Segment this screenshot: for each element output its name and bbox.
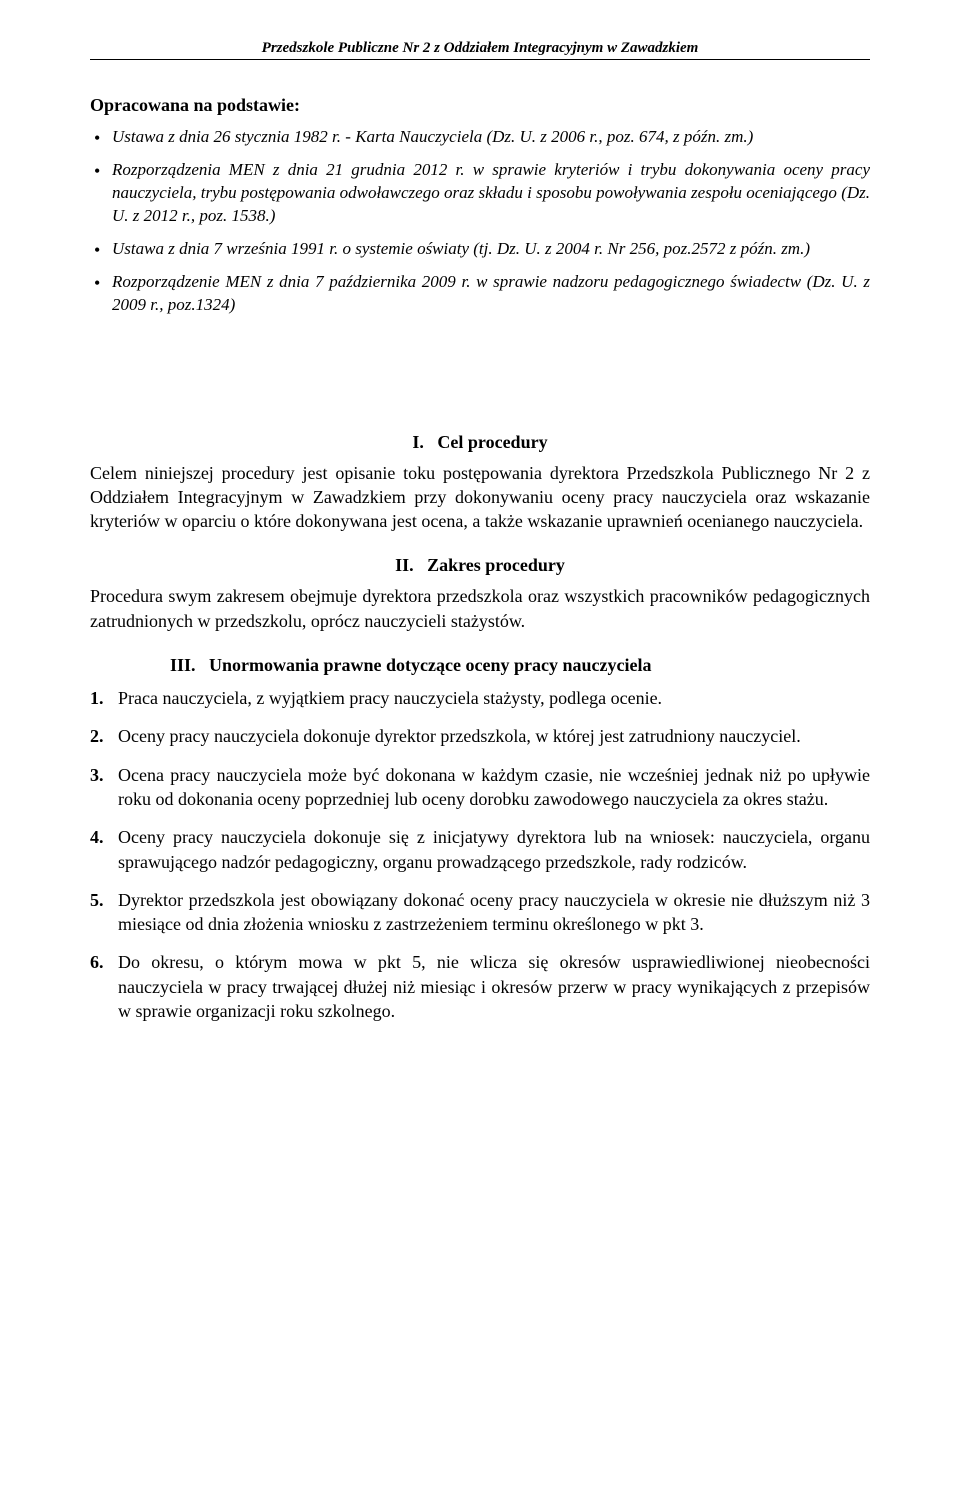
section-3-item: Ocena pracy nauczyciela może być dokonan… — [90, 763, 870, 812]
section-2-heading: II. Zakres procedury — [90, 555, 870, 576]
document-header: Przedszkole Publiczne Nr 2 z Oddziałem I… — [90, 40, 870, 60]
basis-list: Ustawa z dnia 26 stycznia 1982 r. - Kart… — [90, 126, 870, 317]
basis-item: Rozporządzenia MEN z dnia 21 grudnia 201… — [90, 159, 870, 228]
basis-item: Rozporządzenie MEN z dnia 7 października… — [90, 271, 870, 317]
section-3-list: Praca nauczyciela, z wyjątkiem pracy nau… — [90, 686, 870, 1023]
section-3-item: Praca nauczyciela, z wyjątkiem pracy nau… — [90, 686, 870, 710]
section-1-body: Celem niniejszej procedury jest opisanie… — [90, 461, 870, 534]
basis-item: Ustawa z dnia 26 stycznia 1982 r. - Kart… — [90, 126, 870, 149]
section-3-item: Oceny pracy nauczyciela dokonuje dyrekto… — [90, 724, 870, 748]
section-3-item: Dyrektor przedszkola jest obowiązany dok… — [90, 888, 870, 937]
section-3-item: Do okresu, o którym mowa w pkt 5, nie wl… — [90, 950, 870, 1023]
section-3-item: Oceny pracy nauczyciela dokonuje się z i… — [90, 825, 870, 874]
section-2-body: Procedura swym zakresem obejmuje dyrekto… — [90, 584, 870, 633]
section-1-heading: I. Cel procedury — [90, 432, 870, 453]
basis-item: Ustawa z dnia 7 września 1991 r. o syste… — [90, 238, 870, 261]
section-3-heading: III. Unormowania prawne dotyczące oceny … — [90, 655, 870, 676]
basis-title: Opracowana na podstawie: — [90, 95, 870, 116]
